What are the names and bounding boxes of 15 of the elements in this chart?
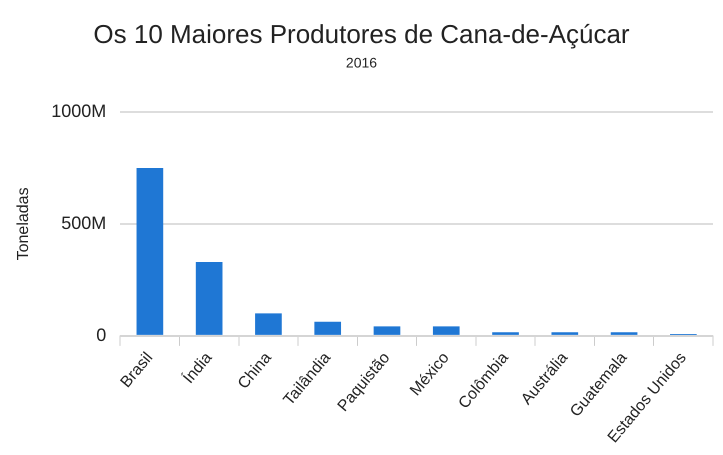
y-tick-label: 0 [96,324,106,345]
y-axis-title: Toneladas [15,187,32,260]
bar [136,168,164,335]
chart-title: Os 10 Maiores Produtores de Cana-de-Açúcar [93,18,630,49]
bar [374,326,400,335]
y-tick-label: 1000M [51,100,106,121]
bar [432,326,460,335]
bar [551,332,578,335]
bar [196,262,222,335]
chart-subtitle: 2016 [346,54,378,70]
bar [255,313,282,335]
bar [492,332,519,335]
y-tick-label: 500M [61,212,106,233]
bar [610,332,638,335]
bar [314,322,342,335]
